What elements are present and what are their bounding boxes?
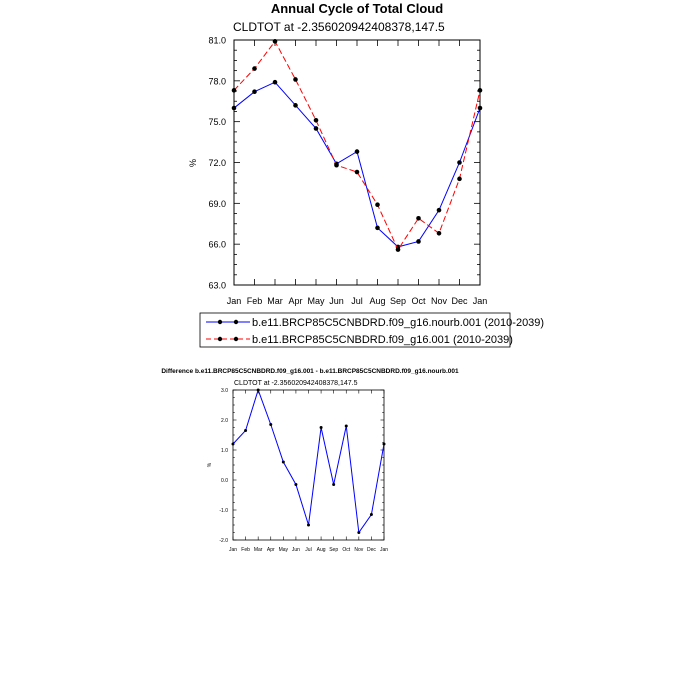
main-plot-frame [233, 39, 481, 286]
main-series-0-point [354, 149, 360, 154]
legend-label-urb: b.e11.BRCP85C5CNBDRD.f09_g16.001 (2010-2… [252, 334, 513, 346]
main-x-tick-label: Aug [369, 296, 385, 306]
diff-y-tick-label: 2.0 [221, 418, 228, 424]
diff-series-line-0 [232, 388, 385, 534]
diff-plot-frame [232, 389, 385, 541]
main-series-1-point [272, 39, 278, 44]
main-series-1-point [231, 88, 237, 93]
main-y-tick-label: 78.0 [208, 76, 226, 86]
main-series-1-point [436, 230, 442, 236]
diff-chart-title: Difference b.e11.BRCP85C5CNBDRD.f09_g16.… [161, 368, 459, 375]
main-series-1-point [395, 247, 401, 252]
main-x-tick-label: Jun [329, 296, 344, 306]
main-series-0-point [457, 160, 462, 165]
main-x-tick-label: Sep [390, 296, 406, 306]
diff-x-tick-label: Aug [317, 547, 326, 553]
main-x-tick-label: Apr [288, 296, 302, 306]
main-series-group [231, 39, 483, 252]
diff-series-0-point [244, 429, 248, 432]
main-series-0-point [436, 207, 442, 213]
main-x-tick-label: Feb [247, 296, 263, 306]
legend-label-nourb: b.e11.BRCP85C5CNBDRD.f09_g16.nourb.001 (… [252, 317, 544, 329]
diff-series-0-point [231, 442, 235, 446]
main-series-0-point [375, 225, 380, 231]
diff-x-tick-label: Dec [367, 547, 376, 553]
main-x-tick-label: Jan [227, 296, 242, 306]
diff-series-0-point [256, 388, 260, 392]
diff-series-0-point [269, 423, 273, 426]
main-y-tick-label: 66.0 [208, 240, 226, 250]
diff-x-tick-label: May [279, 547, 289, 553]
main-x-tick-label: Jan [473, 296, 488, 306]
main-x-tick-label: Mar [267, 296, 283, 306]
main-y-tick-label: 81.0 [208, 36, 226, 46]
diff-x-tick-label: Sep [329, 547, 338, 553]
main-y-tick-label: 63.0 [208, 281, 226, 291]
diff-x-tick-label: Apr [267, 547, 275, 553]
diff-x-tick-label: Mar [254, 547, 263, 553]
diff-series-0-point [344, 424, 348, 428]
main-series-0-point [231, 105, 237, 111]
main-series-0-point [272, 79, 278, 85]
main-series-1-point [334, 162, 339, 168]
main-series-1-point [354, 169, 360, 175]
diff-series-0-point [319, 426, 323, 429]
main-series-0-point [477, 105, 483, 111]
diff-axis-ticks: Jan Feb Mar Apr May Jun Jul Aug Sep Oct Nov Dec Jan-… [219, 388, 388, 553]
diff-series-0-point [281, 460, 285, 464]
legend-marker-urb [217, 336, 223, 342]
diff-chart-subtitle: CLDTOT at -2.356020942408378,147.5 [234, 380, 358, 387]
main-y-tick-label: 72.0 [208, 158, 226, 168]
main-y-tick-label: 75.0 [208, 117, 226, 127]
diff-x-tick-label: Jun [292, 547, 300, 553]
diff-series-0-point [294, 483, 298, 486]
main-x-tick-label: May [307, 296, 325, 306]
diff-x-tick-label: Feb [241, 547, 250, 553]
main-series-0-point [313, 126, 319, 131]
main-series-line-0 [233, 81, 481, 248]
diff-series-0-point [332, 483, 336, 486]
diff-series-0-point [307, 523, 310, 527]
legend-box [199, 312, 511, 348]
diff-series-0-point [357, 531, 361, 534]
diff-series-0-point [369, 513, 373, 516]
main-series-1-point [416, 216, 421, 221]
main-chart-title: Annual Cycle of Total Cloud [271, 1, 443, 16]
diff-x-tick-label: Jan [229, 547, 237, 553]
main-series-1-point [252, 66, 257, 71]
legend-marker-urb-2 [233, 336, 239, 342]
main-series-1-point [477, 88, 483, 93]
main-series-0-point [252, 89, 257, 95]
main-series-1-point [457, 176, 462, 182]
main-y-axis-label: % [188, 159, 198, 167]
main-y-tick-label: 69.0 [208, 199, 226, 209]
main-chart-subtitle: CLDTOT at -2.356020942408378,147.5 [233, 20, 445, 34]
main-x-tick-label: Oct [411, 296, 426, 306]
main-axis-ticks: Jan Feb Mar Apr May Jun Jul Aug Sep Oct Nov Dec Jan6… [208, 36, 487, 307]
diff-x-tick-label: Jan [380, 547, 388, 553]
diff-y-tick-label: 1.0 [221, 448, 228, 454]
main-series-1-point [375, 202, 380, 207]
diff-y-tick-label: 0.0 [221, 478, 228, 484]
main-series-1-point [313, 118, 319, 123]
diff-series-group [231, 388, 386, 534]
main-x-tick-label: Nov [431, 296, 448, 306]
legend-marker-nourb [217, 319, 223, 325]
diff-x-tick-label: Nov [354, 547, 363, 553]
legend-marker-nourb-2 [233, 319, 239, 325]
main-x-tick-label: Jul [351, 296, 363, 306]
main-series-0-point [416, 239, 421, 244]
main-series-line-1 [233, 40, 481, 251]
diff-y-tick-label: 3.0 [221, 388, 228, 394]
main-series-1-point [293, 77, 298, 82]
main-series-0-point [293, 103, 298, 108]
diff-x-tick-label: Jul [305, 547, 311, 553]
diff-y-tick-label: -2.0 [219, 538, 228, 544]
diff-y-axis-label: % [207, 462, 213, 467]
diff-x-tick-label: Oct [342, 547, 350, 553]
diff-series-0-point [382, 442, 386, 446]
diff-y-tick-label: -1.0 [219, 508, 228, 514]
main-x-tick-label: Dec [451, 296, 468, 306]
